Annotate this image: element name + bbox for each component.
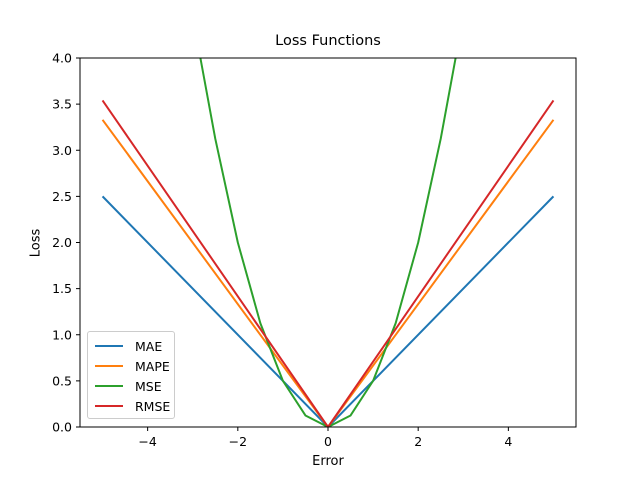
legend-swatch-mse (95, 385, 123, 387)
legend-label-mse: MSE (135, 378, 162, 394)
legend-label-rmse: RMSE (135, 398, 171, 414)
legend: MAE MAPE MSE RMSE (87, 331, 175, 419)
y-tick-label: 1.0 (52, 327, 72, 342)
x-tick-label: −4 (138, 434, 156, 449)
y-tick-label: 2.0 (52, 235, 72, 250)
series-line-mae (101, 195, 555, 427)
x-tick-label: 0 (324, 434, 332, 449)
series-layer (101, 58, 555, 427)
y-axis-label: Loss (28, 228, 44, 258)
series-line-mse (199, 58, 457, 427)
y-tick-label: 1.5 (52, 281, 72, 296)
series-line-rmse (101, 99, 555, 427)
x-axis-ticks: −4 −2 0 2 4 (138, 427, 512, 449)
y-axis-ticks: 0.0 0.5 1.0 1.5 2.0 2.5 3.0 3.5 4.0 (52, 51, 80, 435)
legend-label-mae: MAE (135, 338, 163, 354)
legend-item-mse: MSE (95, 376, 162, 396)
legend-item-mae: MAE (95, 336, 162, 356)
y-tick-label: 4.0 (52, 51, 72, 66)
legend-item-mape: MAPE (95, 356, 170, 376)
legend-item-rmse: RMSE (95, 396, 170, 416)
legend-swatch-mae (95, 345, 123, 347)
legend-swatch-mape (95, 365, 123, 367)
y-tick-label: 3.0 (52, 143, 72, 158)
y-tick-label: 3.5 (52, 97, 72, 112)
y-tick-label: 0.0 (52, 420, 72, 435)
x-tick-label: 2 (414, 434, 422, 449)
y-tick-label: 2.5 (52, 189, 72, 204)
series-line-mape (101, 119, 555, 427)
x-tick-label: 4 (504, 434, 512, 449)
x-tick-label: −2 (229, 434, 247, 449)
y-tick-label: 0.5 (52, 373, 72, 388)
legend-swatch-rmse (95, 405, 123, 407)
legend-label-mape: MAPE (135, 358, 170, 374)
x-axis-label: Error (312, 454, 344, 469)
chart-title: Loss Functions (275, 33, 381, 49)
